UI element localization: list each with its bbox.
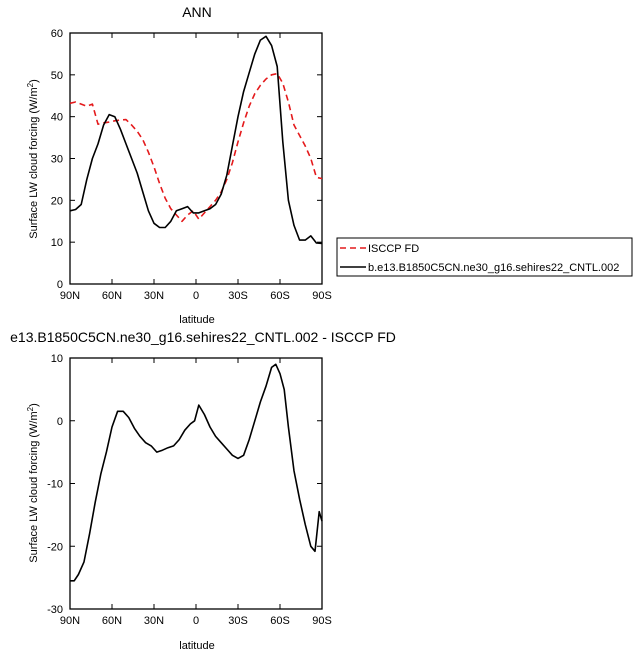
- chart-title: e13.B1850C5CN.ne30_g16.sehires22_CNTL.00…: [10, 329, 396, 345]
- y-tick-label: 0: [57, 279, 63, 291]
- y-tick-label: -20: [47, 541, 63, 553]
- y-tick-label: -30: [47, 604, 63, 616]
- x-tick-label: 30S: [228, 290, 248, 302]
- top-panel: ANN Surface LW cloud forcing (W/m2) 90N 6…: [26, 4, 633, 326]
- y-axis-label: Surface LW cloud forcing (W/m2): [26, 403, 40, 563]
- x-tick-label: 30S: [228, 615, 248, 627]
- y-tick-label: -10: [47, 479, 63, 491]
- y-axis-label: Surface LW cloud forcing (W/m2): [26, 79, 40, 239]
- svg-text:Surface LW cloud forcing (W/m2: Surface LW cloud forcing (W/m2): [26, 403, 40, 563]
- y-tick-label: 40: [51, 112, 63, 124]
- x-axis-label: latitude: [179, 314, 214, 326]
- x-tick-label: 90N: [60, 615, 80, 627]
- x-tick-label: 90N: [60, 290, 80, 302]
- y-tick-label: 10: [51, 353, 63, 365]
- x-tick-label: 0: [193, 290, 199, 302]
- x-tick-label: 90S: [312, 290, 332, 302]
- y-tick-label: 20: [51, 195, 63, 207]
- legend-box: [336, 237, 633, 277]
- y-tick-label: 10: [51, 237, 63, 249]
- y-tick-label: 50: [51, 70, 63, 82]
- x-tick-label: 60N: [102, 290, 122, 302]
- plot-area: 90N 60N 30N 0 30S 60S 90S -30 -20 -10 0 10: [47, 353, 332, 627]
- x-tick-label: 30N: [144, 615, 164, 627]
- x-tick-label: 0: [193, 615, 199, 627]
- y-tick-label: 0: [57, 416, 63, 428]
- x-tick-label: 60N: [102, 615, 122, 627]
- legend-label-model: b.e13.B1850C5CN.ne30_g16.sehires22_CNTL.…: [368, 262, 619, 274]
- legend-label-isccp: ISCCP FD: [368, 243, 419, 255]
- svg-text:Surface LW cloud forcing (W/m2: Surface LW cloud forcing (W/m2): [26, 79, 40, 239]
- x-axis-label: latitude: [179, 640, 214, 652]
- x-tick-label: 60S: [270, 290, 290, 302]
- y-tick-label: 60: [51, 28, 63, 40]
- series-line-0: [69, 72, 323, 223]
- legend: ISCCP FD b.e13.B1850C5CN.ne30_g16.sehire…: [336, 237, 633, 277]
- x-tick-label: 30N: [144, 290, 164, 302]
- series-line-1: [69, 35, 323, 245]
- plot-area: 90N 60N 30N 0 30S 60S 90S 0 10 20 30 40 50 60: [51, 28, 332, 302]
- bottom-panel: e13.B1850C5CN.ne30_g16.sehires22_CNTL.00…: [10, 329, 396, 652]
- x-tick-label: 60S: [270, 615, 290, 627]
- y-tick-label: 30: [51, 154, 63, 166]
- x-tick-label: 90S: [312, 615, 332, 627]
- chart-title: ANN: [182, 4, 212, 20]
- series-line-0: [70, 363, 323, 582]
